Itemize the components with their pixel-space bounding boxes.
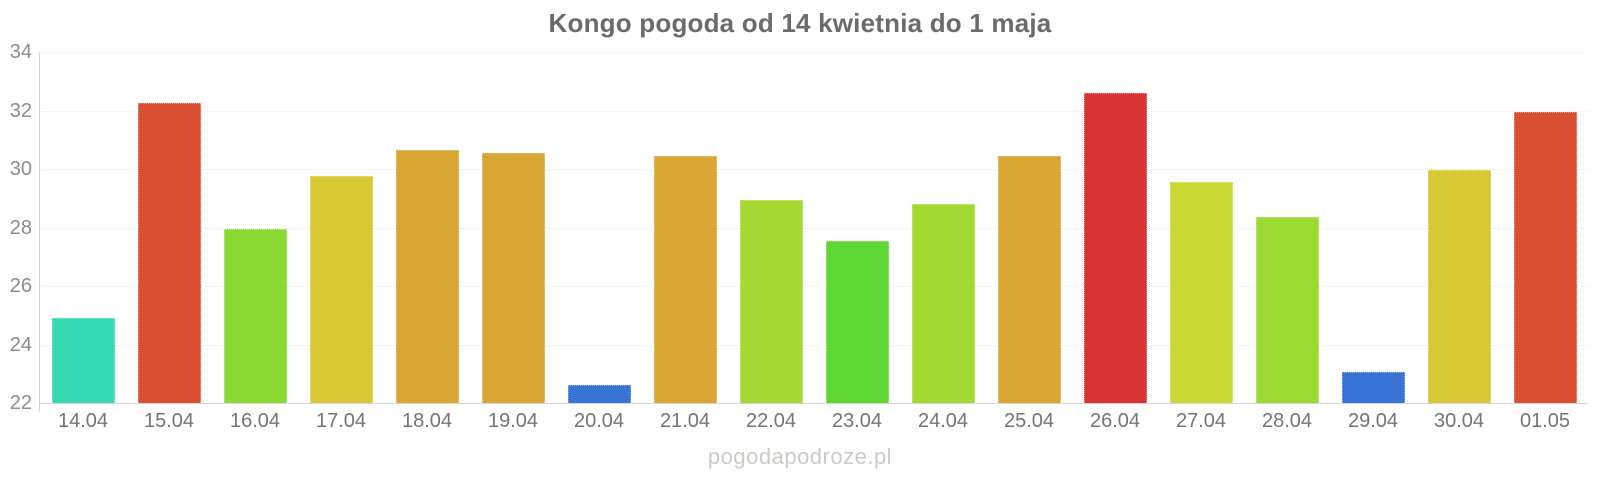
x-axis-label: 18.04	[401, 410, 453, 432]
bar-16.04[interactable]	[223, 228, 287, 403]
bar-slot	[1502, 52, 1588, 403]
bar-20.04[interactable]	[567, 385, 631, 403]
bar-slot	[1330, 52, 1416, 403]
bar-26.04[interactable]	[1083, 92, 1147, 403]
x-axis-label: 28.04	[1261, 410, 1313, 432]
y-axis-label: 22	[9, 392, 32, 414]
bar-slot	[298, 52, 384, 403]
bar-25.04[interactable]	[997, 155, 1061, 403]
plot-area: 22 24 26 28 30 32 34 14.04 15.04 16.04 17.04 18.04…	[10, 42, 1588, 432]
bar-slot	[900, 52, 986, 403]
bar-slot	[986, 52, 1072, 403]
bar-24.04[interactable]	[911, 204, 975, 403]
x-axis-label: 21.04	[659, 410, 711, 432]
bar-slot	[1072, 52, 1158, 403]
bar-18.04[interactable]	[395, 150, 459, 403]
bar-17.04[interactable]	[309, 176, 373, 403]
bar-slot	[126, 52, 212, 403]
bar-15.04[interactable]	[137, 103, 201, 403]
x-axis-label: 20.04	[573, 410, 625, 432]
bar-22.04[interactable]	[739, 199, 803, 403]
bar-slot	[814, 52, 900, 403]
bar-21.04[interactable]	[653, 155, 717, 403]
x-axis-label: 30.04	[1433, 410, 1485, 432]
bar-slot	[556, 52, 642, 403]
x-axis-label: 19.04	[487, 410, 539, 432]
gridline	[40, 286, 1588, 287]
gridline	[40, 110, 1588, 112]
x-axis-label: 29.04	[1347, 410, 1399, 432]
bar-28.04[interactable]	[1255, 217, 1319, 403]
bar-slot	[642, 52, 728, 403]
gridline	[40, 52, 1588, 53]
x-axis-label: 24.04	[917, 410, 969, 432]
y-axis-label: 24	[9, 333, 32, 356]
x-axis-label: 01.05	[1519, 410, 1571, 432]
y-axis-label: 32	[9, 99, 32, 122]
bar-slot	[212, 52, 298, 403]
bar-slot	[1416, 52, 1502, 403]
gridline	[40, 169, 1588, 170]
bar-27.04[interactable]	[1169, 182, 1233, 403]
x-axis-label: 26.04	[1089, 410, 1141, 432]
bar-19.04[interactable]	[481, 152, 545, 403]
bar-slot	[384, 52, 470, 403]
watermark: pogodapodroze.pl	[707, 444, 893, 469]
chart-title: Kongo pogoda od 14 kwietnia do 1 maja	[548, 8, 1052, 38]
x-axis-label: 27.04	[1175, 410, 1227, 432]
x-axis-label: 23.04	[831, 410, 883, 432]
bar-slot	[40, 52, 126, 403]
x-axis-label: 17.04	[315, 410, 367, 432]
bar-14.04[interactable]	[51, 318, 115, 403]
bar-slot	[470, 52, 556, 403]
bar-series	[40, 52, 1588, 403]
bar-slot	[728, 52, 814, 403]
x-axis-label: 25.04	[1003, 410, 1055, 432]
gridline	[40, 344, 1588, 346]
x-axis: 14.04 15.04 16.04 17.04 18.04 19.04 20.04 21.04…	[40, 410, 1588, 433]
bar-01.05[interactable]	[1513, 111, 1577, 403]
bar-slot	[1244, 52, 1330, 403]
bar-30.04[interactable]	[1427, 170, 1491, 403]
x-axis-label: 16.04	[229, 410, 281, 432]
x-axis-label: 14.04	[57, 410, 109, 432]
x-axis-label: 15.04	[143, 410, 195, 432]
y-axis-label: 26	[9, 275, 32, 297]
y-axis-label: 28	[9, 216, 32, 239]
gridline	[40, 227, 1588, 229]
bar-slot	[1158, 52, 1244, 403]
x-axis-label: 22.04	[745, 410, 797, 432]
y-axis-label: 34	[9, 41, 32, 63]
bar-23.04[interactable]	[825, 240, 889, 403]
bar-29.04[interactable]	[1341, 372, 1405, 403]
y-axis-line	[39, 52, 40, 412]
y-axis-label: 30	[9, 158, 32, 180]
